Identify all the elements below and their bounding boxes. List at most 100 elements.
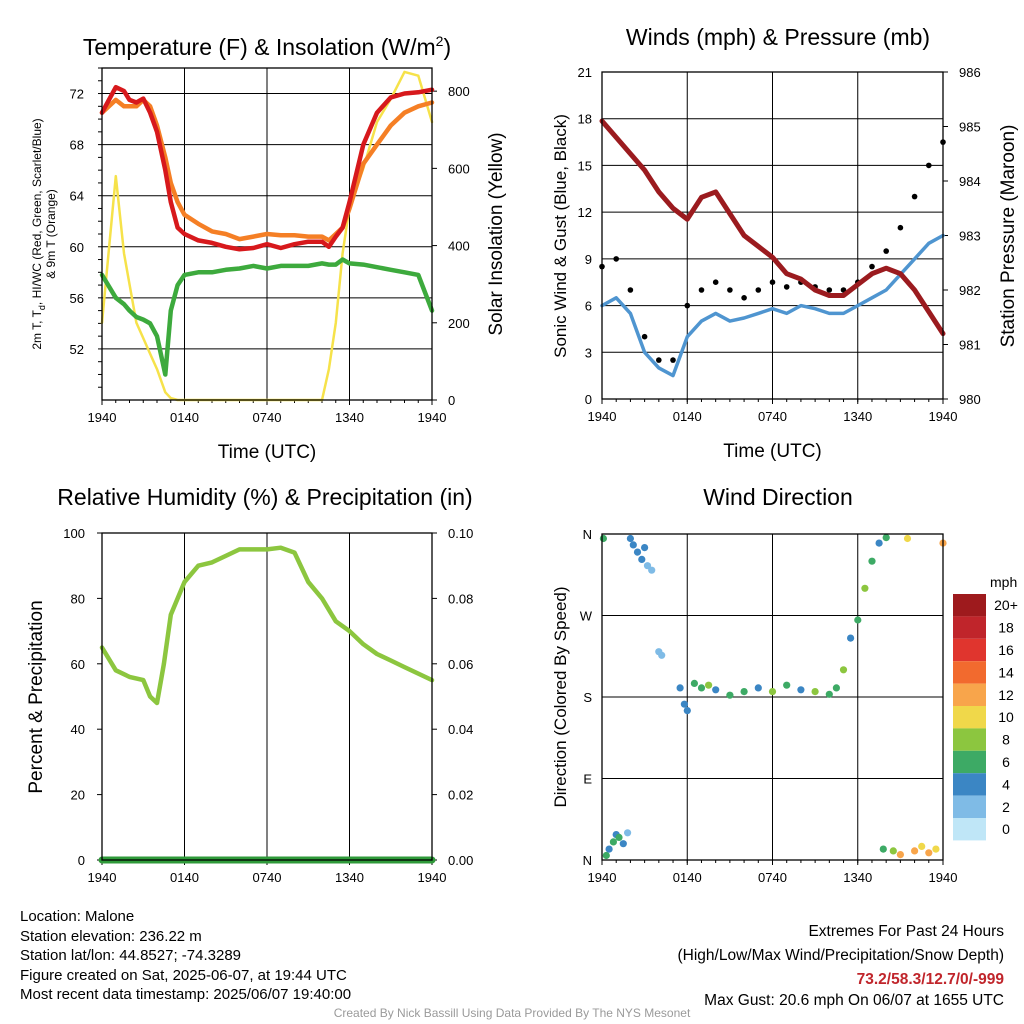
legend-label: 10 [998, 709, 1014, 725]
y-tick-label: 64 [70, 189, 84, 204]
y2-tick-label: 984 [959, 174, 981, 189]
y-tick-label: 60 [71, 657, 85, 672]
direction-point [768, 688, 777, 696]
recent-text: Most recent data timestamp: 2025/06/07 1… [20, 986, 352, 1003]
winds-panel: Winds (mph) & Pressure (mb) 1940 0140 0740 1… [551, 24, 1019, 462]
gust-point [698, 287, 705, 293]
direction-point [633, 548, 642, 556]
legend-label: 4 [1002, 776, 1010, 792]
panel-title: Winds (mph) & Pressure (mb) [626, 24, 930, 50]
y2-tick-label: 0.10 [448, 526, 473, 541]
y2-tick-label: 985 [959, 120, 981, 135]
gust-point [627, 287, 634, 293]
y2-tick-label: 0.00 [448, 853, 473, 868]
humidity-panel: Relative Humidity (%) & Precipitation (i… [26, 484, 473, 885]
x-tick-label: 0140 [170, 870, 199, 885]
y2-tick-label: 0.04 [448, 722, 473, 737]
legend-label: 8 [1002, 732, 1010, 748]
x-tick-label: 0740 [253, 410, 282, 425]
direction-point [609, 838, 618, 846]
wind-direction-panel: Wind Direction 1940 0140 0740 1340 1940 N E S W N D… [551, 484, 957, 885]
gust-point [641, 333, 648, 340]
x-tick-label: 1940 [929, 409, 958, 424]
y-tick-label: 21 [578, 65, 592, 80]
x-tick-label: 1340 [843, 870, 872, 885]
gust-point [926, 162, 932, 169]
direction-point [676, 684, 684, 692]
y-tick-label: 68 [70, 138, 84, 153]
extremes-subheading: (High/Low/Max Wind/Precipitation/Snow De… [677, 947, 1005, 964]
temperature-panel: Temperature (F) & Insolation (W/m2)1940 0… [30, 33, 507, 463]
direction-point [705, 681, 713, 689]
y2-tick-label: 400 [448, 239, 470, 254]
direction-point [783, 681, 791, 689]
gust-point [712, 279, 719, 286]
temp-2m-line [99, 84, 435, 252]
legend-title: mph [990, 574, 1017, 590]
legend-swatch [953, 795, 986, 818]
y-tick-label: 6 [585, 299, 592, 314]
x-tick-label: 1940 [929, 870, 958, 885]
dewpoint-line [99, 257, 435, 377]
direction-point [726, 691, 734, 699]
y-axis-label: Sonic Wind & Gust (Blue, Black) [551, 114, 570, 358]
y-axis-label-line2: & 9m T (Orange) [44, 189, 58, 279]
panel-title: Wind Direction [703, 484, 853, 510]
gust-point [769, 279, 776, 286]
extremes-box: Extremes For Past 24 Hours (High/Low/Max… [678, 920, 1005, 1010]
y-tick-label: 18 [578, 112, 592, 127]
direction-point [658, 651, 666, 659]
direction-point [615, 833, 623, 842]
y2-tick-label: 981 [959, 338, 981, 353]
legend-swatch [953, 818, 986, 841]
direction-point [861, 584, 869, 592]
humidity-line [99, 545, 435, 706]
direction-point [839, 666, 848, 674]
y2-tick-label: 0.02 [448, 788, 473, 803]
gust-point [613, 256, 619, 262]
x-axis-label: Time (UTC) [723, 441, 822, 462]
gust-point [656, 357, 662, 363]
elevation-text: Station elevation: 236.22 m [20, 927, 202, 945]
legend-label: 18 [998, 620, 1014, 636]
y2-tick-label: 600 [448, 161, 470, 176]
direction-point [648, 566, 656, 574]
y-label-part: 2m T, T [30, 309, 44, 349]
plot-frame [601, 533, 944, 861]
extremes-heading: Extremes For Past 24 Hours [808, 923, 1004, 940]
legend-label: 16 [998, 642, 1014, 658]
direction-point [712, 686, 720, 694]
direction-point [643, 562, 652, 570]
legend-swatch [953, 661, 986, 684]
legend-label: 0 [1002, 821, 1010, 837]
y-tick-label: N [583, 527, 592, 542]
plot-frame [101, 532, 433, 861]
y-tick-label: 72 [70, 87, 84, 102]
y-tick-label: 80 [71, 591, 85, 606]
y2-tick-label: 200 [448, 316, 470, 331]
gust-point [684, 302, 691, 309]
direction-point [889, 847, 897, 855]
y-tick-label: S [583, 690, 592, 705]
x-tick-label: 1940 [588, 409, 617, 424]
pressure-line [599, 118, 946, 337]
y2-tick-label: 982 [959, 283, 981, 298]
station-info: Location: Malone Station elevation: 236.… [20, 907, 351, 1005]
credit-text: Created By Nick Bassill Using Data Provi… [333, 1006, 691, 1020]
direction-point [932, 845, 940, 853]
y-axis-label: 2m T, Td, HI/WC (Red, Green, Scarlet/Blu… [30, 118, 47, 349]
max-gust-text: Max Gust: 20.6 mph On 06/07 at 1655 UTC [704, 992, 1004, 1009]
y-tick-label: 40 [71, 722, 85, 737]
direction-point [918, 842, 926, 851]
x-tick-label: 1340 [335, 870, 364, 885]
y-label-part: , HI/WC (Red, Green, Scarlet/Blue) [30, 118, 44, 305]
direction-point [911, 847, 919, 855]
plot-frame [101, 67, 433, 401]
x-tick-label: 0140 [170, 410, 199, 425]
direction-point [626, 534, 635, 543]
legend-swatch [953, 728, 986, 751]
y2-tick-label: 0 [448, 393, 455, 408]
y2-tick-label: 986 [959, 65, 981, 80]
x-tick-label: 0140 [673, 870, 702, 885]
legend-label: 6 [1002, 754, 1010, 770]
